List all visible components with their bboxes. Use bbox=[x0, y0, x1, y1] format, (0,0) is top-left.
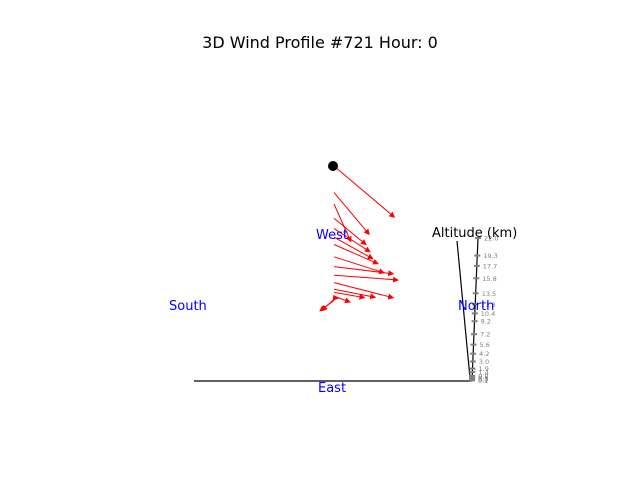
wind-vector-16 bbox=[334, 166, 394, 217]
altitude-tick-label-5: 1.9 bbox=[479, 365, 489, 373]
altitude-tick-label-10: 9.2 bbox=[481, 318, 491, 326]
altitude-tick-label-14: 15.8 bbox=[482, 275, 496, 283]
altitude-tick-label-16: 19.3 bbox=[483, 252, 497, 260]
direction-label-east: East bbox=[318, 381, 346, 396]
altitude-tick-label-6: 3.0 bbox=[479, 358, 489, 366]
altitude-tick-label-15: 17.7 bbox=[483, 262, 497, 270]
altitude-tick-label-7: 4.2 bbox=[479, 350, 489, 358]
wind-vector-10 bbox=[334, 245, 378, 264]
wind-vector-3 bbox=[334, 296, 350, 302]
wind-vector-1 bbox=[322, 299, 334, 310]
direction-label-south: South bbox=[169, 299, 207, 314]
altitude-axis-label: Altitude (km) bbox=[432, 226, 517, 241]
altitude-tick-label-13: 13.5 bbox=[482, 290, 496, 298]
direction-label-north: North bbox=[458, 299, 494, 314]
direction-label-west: West bbox=[316, 228, 348, 243]
altitude-tick-label-8: 5.6 bbox=[480, 341, 490, 349]
altitude-tick-label-9: 7.2 bbox=[480, 331, 490, 339]
wind-vector-9 bbox=[334, 257, 384, 273]
top-altitude-marker bbox=[328, 161, 338, 171]
wind-vector-8 bbox=[334, 267, 393, 274]
wind-vector-4 bbox=[334, 292, 364, 297]
wind-vector-7 bbox=[334, 275, 398, 280]
